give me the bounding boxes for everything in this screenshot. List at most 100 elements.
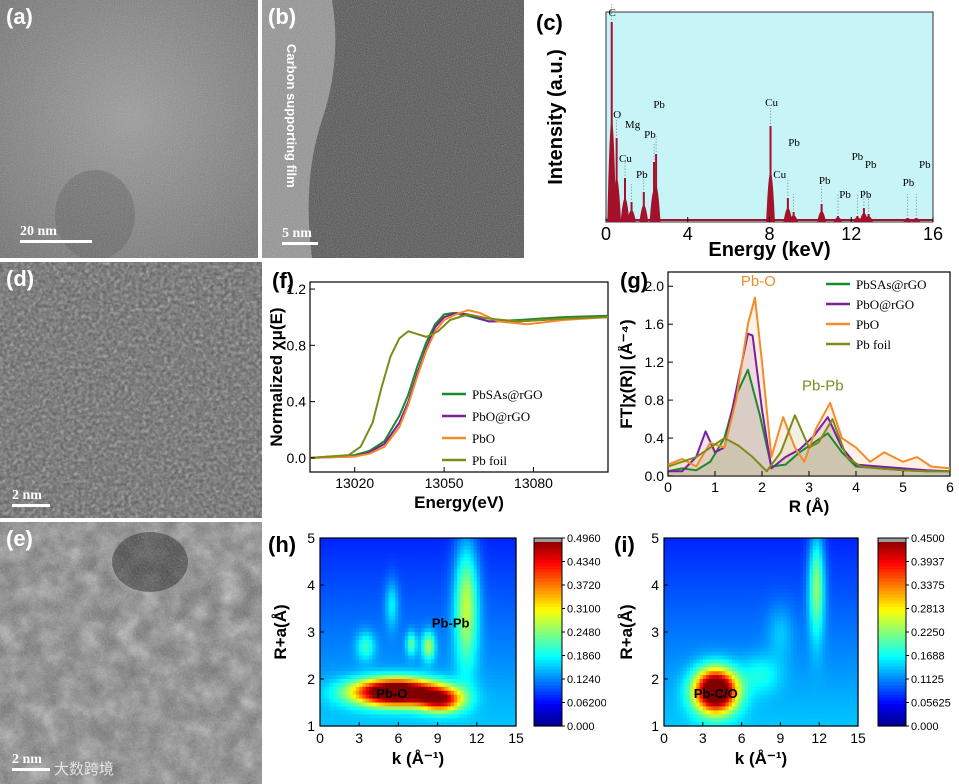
heatmap-cell <box>512 663 517 668</box>
heatmap-cell <box>401 706 406 711</box>
heatmap-cell <box>744 718 749 723</box>
heatmap-cell <box>457 679 462 684</box>
heatmap-cell <box>339 624 344 629</box>
heatmap-cell <box>414 702 419 708</box>
heatmap-cell <box>450 588 455 594</box>
heatmap-cell <box>748 655 752 661</box>
heatmap-cell <box>333 686 337 692</box>
heatmap-cell <box>696 690 701 696</box>
heatmap-cell <box>414 581 419 586</box>
heatmap-cell <box>431 628 435 633</box>
heatmap-cell <box>473 585 478 590</box>
heatmap-cell <box>676 565 681 570</box>
heatmap-cell <box>680 557 684 563</box>
heatmap-cell <box>414 545 419 551</box>
heatmap-cell <box>378 635 383 641</box>
heatmap-cell <box>680 565 684 570</box>
heatmap-cell <box>427 612 432 617</box>
heatmap-cell <box>414 718 419 723</box>
heatmap-cell <box>434 651 439 657</box>
heatmap-cell <box>329 569 334 574</box>
heatmap-cell <box>706 616 710 621</box>
heatmap-cell <box>359 624 364 629</box>
heatmap-cell <box>395 647 399 653</box>
heatmap-cell <box>767 706 772 711</box>
heatmap-cell <box>696 620 701 625</box>
heatmap-cell <box>342 569 347 574</box>
heatmap-cell <box>761 722 765 727</box>
heatmap-cell <box>683 628 688 633</box>
heatmap-cell <box>333 612 337 617</box>
heatmap-cell <box>418 628 422 633</box>
heatmap-cell <box>718 667 723 672</box>
heatmap-cell <box>411 620 416 625</box>
heatmap-cell <box>731 585 736 590</box>
heatmap-cell <box>424 690 429 696</box>
heatmap-cell <box>346 538 350 543</box>
heatmap-cell <box>326 600 331 606</box>
heatmap-cell <box>473 600 478 606</box>
heatmap-cell <box>738 561 743 567</box>
heatmap-cell <box>463 561 468 567</box>
heatmap-cell <box>754 718 759 723</box>
heatmap-cell <box>476 624 481 629</box>
heatmap-cell <box>440 694 445 700</box>
heatmap-cell <box>777 553 781 559</box>
heatmap-cell <box>385 624 390 629</box>
heatmap-cell <box>718 581 723 586</box>
heatmap-cell <box>728 545 733 551</box>
heatmap-cell <box>359 690 364 696</box>
heatmap-cell <box>483 596 488 602</box>
heatmap-cell <box>365 651 370 657</box>
heatmap-cell <box>680 675 684 680</box>
heatmap-cell <box>499 604 504 610</box>
heatmap-cell <box>712 686 717 692</box>
heatmap-cell <box>702 718 707 723</box>
heatmap-cell <box>689 608 694 614</box>
heatmap-cell <box>323 647 328 653</box>
heatmap-cell <box>499 651 504 657</box>
heatmap-cell <box>467 592 471 598</box>
heatmap-cell <box>767 549 772 555</box>
heatmap-cell <box>326 694 331 700</box>
heatmap-cell <box>506 557 511 563</box>
heatmap-cell <box>728 588 733 594</box>
heatmap-cell <box>320 612 324 617</box>
heatmap-cell <box>404 541 409 547</box>
heatmap-cell <box>706 655 710 661</box>
heatmap-cell <box>391 592 396 598</box>
heatmap-cell <box>761 702 765 708</box>
heatmap-cell <box>754 565 759 570</box>
heatmap-cell <box>496 549 501 555</box>
heatmap-cell <box>715 714 720 719</box>
heatmap-cell <box>369 710 373 715</box>
heatmap-cell <box>706 714 710 719</box>
heatmap-cell <box>738 643 743 649</box>
heatmap-cell <box>320 538 324 543</box>
heatmap-cell <box>362 565 367 570</box>
heatmap-cell <box>783 581 788 586</box>
heatmap-cell <box>754 585 759 590</box>
heatmap-cell <box>496 659 501 664</box>
heatmap-cell <box>427 581 432 586</box>
heatmap-cell <box>680 659 684 664</box>
heatmap-cell <box>496 655 501 661</box>
heatmap-cell <box>323 553 328 559</box>
heatmap-cell <box>411 702 416 708</box>
heatmap-cell <box>450 710 455 715</box>
heatmap-cell <box>499 557 504 563</box>
heatmap-cell <box>509 639 514 645</box>
heatmap-cell <box>447 675 452 680</box>
heatmap-cell <box>770 710 775 715</box>
heatmap-cell <box>476 585 481 590</box>
heatmap-cell <box>372 651 377 657</box>
heatmap-cell <box>329 690 334 696</box>
heatmap-cell <box>450 647 455 653</box>
heatmap-cell <box>738 690 743 696</box>
heatmap-cell <box>741 714 746 719</box>
heatmap-cell <box>696 581 701 586</box>
panel-b-scale-bar <box>282 242 318 245</box>
heatmap-cell <box>414 624 419 629</box>
heatmap-cell <box>418 706 422 711</box>
heatmap-cell <box>408 561 413 567</box>
